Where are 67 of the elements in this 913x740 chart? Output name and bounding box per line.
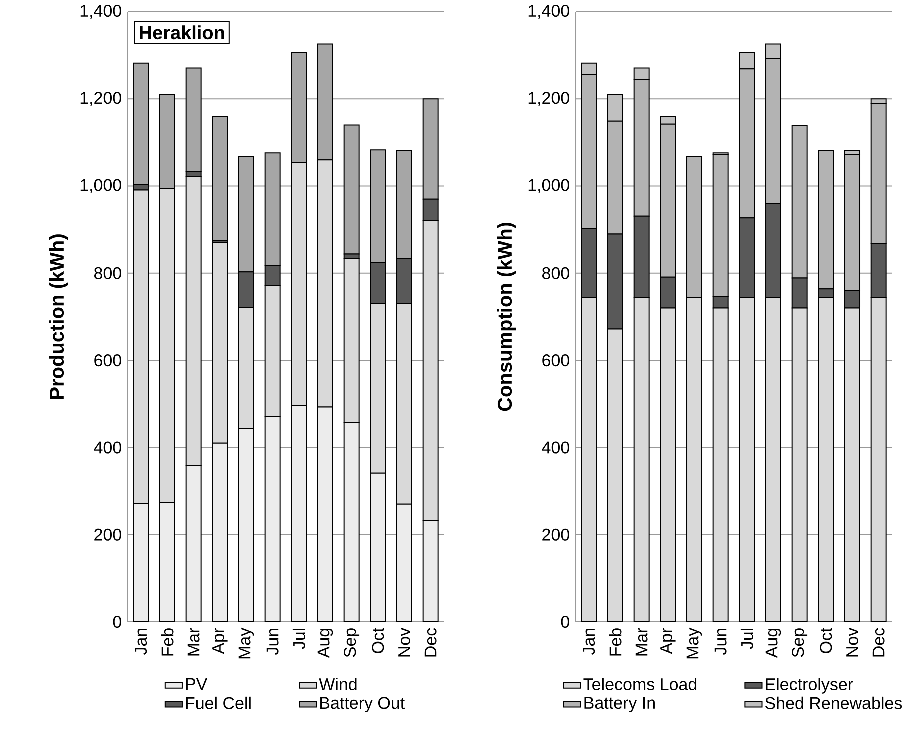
x-tick-label: Jan — [135, 628, 148, 656]
y-tick-label: 600 — [94, 354, 122, 367]
bar — [318, 406, 334, 622]
x-tick-label: May — [238, 628, 254, 659]
legend-label: Fuel Cell — [186, 696, 251, 710]
x-tick-label: Jul — [292, 629, 306, 650]
y-tick-label: 600 — [542, 354, 570, 367]
bar — [160, 502, 176, 622]
x-tick-label: Dec — [424, 628, 437, 657]
bar — [396, 504, 413, 622]
x-tick-label: Mar — [188, 628, 200, 656]
legend-label: Battery Out — [320, 697, 405, 713]
y-tick-label: 800 — [94, 267, 122, 280]
x-tick-label: Oct — [372, 628, 384, 654]
y-tick-label: 400 — [94, 442, 122, 454]
legend-label: Wind — [319, 678, 357, 691]
x-tick-label: May — [686, 628, 702, 659]
bar — [133, 502, 150, 622]
x-tick-label: Sep — [344, 628, 360, 658]
y-tick-label: 1,200 — [80, 92, 122, 106]
y-tick-label: 800 — [542, 267, 570, 280]
bar — [212, 442, 228, 622]
x-tick-label: Jan — [583, 628, 596, 656]
y-axis-title: Consumption (kWh) — [497, 223, 516, 412]
x-tick-label: Nov — [398, 628, 410, 657]
x-tick-label: Aug — [318, 628, 334, 658]
x-tick-label: Jun — [266, 628, 279, 656]
bar — [344, 422, 360, 622]
x-tick-label: Feb — [161, 628, 174, 656]
legend-label: Electrolyser — [766, 678, 854, 694]
x-tick-label: Nov — [846, 628, 858, 657]
y-tick-label: 1,400 — [80, 4, 122, 20]
bar — [370, 472, 386, 622]
x-tick-label: Oct — [820, 628, 832, 654]
legend-label: Telecoms Load — [584, 678, 697, 691]
bar — [238, 428, 255, 622]
x-tick-label: Dec — [872, 628, 885, 657]
x-tick-label: Apr — [212, 628, 228, 654]
x-tick-label: Sep — [792, 628, 808, 658]
legend-label: PV — [186, 678, 208, 690]
y-tick-label: 400 — [542, 442, 570, 454]
legend-label: Shed Renewables — [766, 696, 902, 710]
x-tick-label: Mar — [636, 628, 648, 656]
text: Heraklion — [140, 26, 224, 40]
y-tick-label: 0 — [561, 616, 570, 628]
x-tick-label: Aug — [766, 628, 782, 658]
bar — [133, 62, 150, 186]
y-tick-label: 1,400 — [528, 4, 570, 20]
bar — [344, 124, 360, 255]
y-tick-label: 0 — [113, 616, 122, 628]
x-tick-label: Apr — [660, 628, 676, 654]
y-tick-label: 1,000 — [80, 179, 122, 194]
y-axis-title: Production (kWh) — [49, 234, 68, 399]
y-tick-label: 1,200 — [528, 92, 570, 106]
y-tick-label: 200 — [542, 528, 570, 541]
x-tick-label: Jun — [714, 628, 727, 656]
bar — [212, 116, 228, 242]
bar — [291, 405, 308, 622]
bar — [422, 520, 439, 622]
y-tick-label: 200 — [94, 528, 122, 541]
bar — [186, 465, 202, 622]
bar — [264, 416, 281, 622]
bar — [186, 68, 202, 172]
x-tick-label: Jul — [740, 629, 754, 650]
legend-label: Battery In — [584, 697, 655, 712]
x-tick-label: Feb — [609, 628, 622, 656]
y-tick-label: 1,000 — [528, 179, 570, 194]
